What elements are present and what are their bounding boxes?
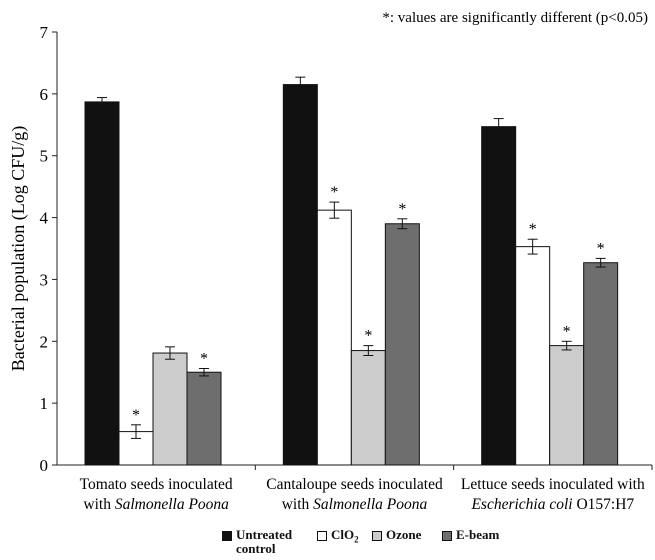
bar bbox=[350, 350, 386, 466]
category-label-italic: Escherichia coli bbox=[470, 496, 572, 513]
bar bbox=[152, 352, 188, 466]
y-tick-label: 2 bbox=[40, 332, 49, 351]
chart-svg: *: values are significantly different (p… bbox=[8, 10, 653, 513]
y-tick-label: 6 bbox=[40, 85, 49, 104]
significance-note: *: values are significantly different (p… bbox=[382, 10, 648, 26]
category-label-plain: with bbox=[282, 496, 313, 513]
legend-swatch-ozone bbox=[372, 531, 382, 541]
significance-star: * bbox=[597, 240, 605, 257]
bar-layer bbox=[84, 76, 619, 466]
y-tick-label: 5 bbox=[40, 147, 49, 166]
bar bbox=[316, 209, 352, 466]
legend-label-ozone: Ozone bbox=[386, 527, 422, 542]
significance-star: * bbox=[200, 351, 208, 368]
legend: Untreated control ClO2 Ozone E-beam bbox=[0, 528, 655, 558]
legend-label-untreated-line2: control bbox=[236, 541, 276, 556]
legend-swatch-ebeam bbox=[442, 531, 452, 541]
bar bbox=[186, 371, 222, 466]
y-tick-label: 4 bbox=[40, 209, 49, 228]
bar bbox=[549, 345, 585, 466]
bar bbox=[84, 101, 120, 466]
bar bbox=[282, 84, 318, 466]
significance-star: * bbox=[364, 328, 372, 345]
legend-swatch-clo2 bbox=[317, 531, 327, 541]
legend-label-untreated-line1: Untreated bbox=[236, 527, 293, 542]
legend-label-clo2-main: ClO bbox=[331, 527, 355, 542]
significance-star: * bbox=[132, 407, 140, 424]
category-label-italic: Salmonella Poona bbox=[115, 496, 229, 513]
category-label-line2: with Salmonella Poona bbox=[282, 496, 428, 513]
bar bbox=[515, 246, 551, 466]
y-tick-label: 7 bbox=[40, 23, 49, 42]
legend-label-clo2: ClO2 bbox=[331, 528, 359, 547]
significance-star: * bbox=[529, 221, 537, 238]
category-label-line1: Lettuce seeds inoculated with bbox=[461, 476, 645, 493]
bar bbox=[481, 126, 517, 466]
significance-star: * bbox=[398, 201, 406, 218]
category-label-line1: Tomato seeds inoculated bbox=[80, 476, 233, 493]
category-label-italic: Salmonella Poona bbox=[313, 496, 427, 513]
legend-label-ebeam: E-beam bbox=[456, 527, 500, 542]
y-axis-label: Bacterial population (Log CFU/g) bbox=[8, 126, 29, 371]
bar bbox=[384, 223, 420, 466]
legend-label-clo2-sub: 2 bbox=[354, 534, 359, 545]
y-tick-label: 3 bbox=[40, 270, 49, 289]
category-label-plain: with bbox=[83, 496, 114, 513]
legend-label-untreated: Untreated control bbox=[236, 528, 292, 556]
bar bbox=[583, 262, 619, 466]
category-label-line1: Cantaloupe seeds inoculated bbox=[266, 476, 443, 493]
y-tick-label: 1 bbox=[40, 394, 49, 413]
significance-star: * bbox=[563, 323, 571, 340]
category-label-line2: Escherichia coli O157:H7 bbox=[470, 496, 634, 513]
category-label-tail: O157:H7 bbox=[573, 496, 635, 513]
legend-swatch-untreated bbox=[222, 531, 232, 541]
category-label-line2: with Salmonella Poona bbox=[83, 496, 229, 513]
label-layer: * * Tomato seeds inoculated with Salmonella… bbox=[80, 184, 645, 513]
annotation-layer: *: values are significantly different (p… bbox=[382, 10, 648, 26]
y-tick-label: 0 bbox=[40, 456, 49, 475]
significance-star: * bbox=[330, 184, 338, 201]
